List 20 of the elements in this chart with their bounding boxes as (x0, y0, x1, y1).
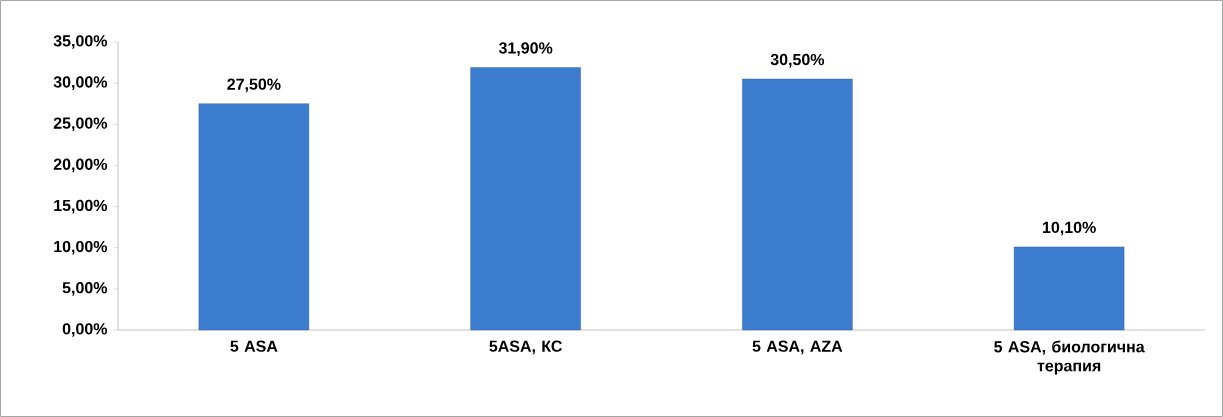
data-label: 27,50% (227, 78, 281, 93)
bar (470, 67, 581, 331)
y-tick-label: 5,00% (62, 282, 108, 296)
bar (198, 103, 310, 331)
y-tick-label: 35,00% (53, 35, 108, 49)
data-label: 31,90% (498, 42, 553, 56)
x-tick-label: 5 ASA (230, 340, 278, 352)
y-tick-label: 15,00% (54, 199, 108, 214)
y-tick-label: 25,00% (53, 117, 108, 132)
data-label: 10,10% (1043, 221, 1096, 236)
y-tick-label: 20,00% (53, 158, 108, 173)
x-tick-label: 5 ASA, AZA (752, 340, 843, 355)
bar (1013, 246, 1125, 331)
data-label: 30,50% (770, 53, 825, 68)
bar (742, 78, 853, 331)
y-tick-label: 10,00% (54, 240, 108, 255)
x-tick-label: 5 ASA, биологична терапия (994, 340, 1145, 375)
x-tick-label: 5ASA, КС (489, 340, 562, 355)
y-tick-label: 0,00% (62, 323, 108, 337)
y-tick-label: 30,00% (53, 76, 108, 90)
